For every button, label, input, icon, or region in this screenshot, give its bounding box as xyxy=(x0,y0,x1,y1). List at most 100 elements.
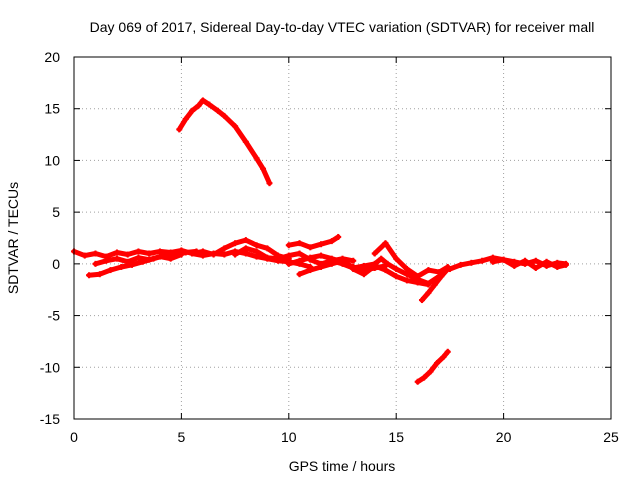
data-point xyxy=(118,263,125,270)
y-tick-label: 10 xyxy=(44,152,60,168)
data-point xyxy=(479,257,486,264)
data-point xyxy=(403,277,410,284)
data-point xyxy=(199,252,206,259)
data-point xyxy=(296,250,303,257)
data-point xyxy=(403,271,410,278)
y-tick-label: 0 xyxy=(52,256,60,272)
data-point xyxy=(296,271,303,278)
data-point xyxy=(253,253,260,260)
data-point xyxy=(318,252,325,259)
data-point xyxy=(107,267,114,274)
data-point xyxy=(103,257,110,264)
data-point xyxy=(178,247,185,254)
y-tick-label: 5 xyxy=(52,204,60,220)
data-point xyxy=(113,249,120,256)
data-point xyxy=(360,271,367,278)
data-point xyxy=(468,259,475,266)
data-point xyxy=(124,258,131,265)
data-point xyxy=(393,273,400,280)
data-point xyxy=(371,262,378,269)
data-point xyxy=(113,255,120,262)
data-point xyxy=(214,107,221,114)
data-point xyxy=(444,348,451,355)
data-point xyxy=(146,250,153,257)
data-point xyxy=(266,180,273,187)
data-point xyxy=(285,252,292,259)
data-point xyxy=(350,257,357,264)
data-point xyxy=(264,245,271,252)
data-point xyxy=(253,248,260,255)
data-point xyxy=(457,261,464,268)
data-point xyxy=(210,250,217,257)
data-point xyxy=(414,279,421,286)
data-point xyxy=(532,257,539,264)
data-point xyxy=(232,251,239,258)
data-point xyxy=(554,263,561,270)
data-point xyxy=(500,256,507,263)
data-point xyxy=(135,254,142,261)
data-point xyxy=(92,250,99,257)
data-point xyxy=(562,261,569,268)
data-point xyxy=(382,240,389,247)
data-point xyxy=(393,266,400,273)
data-point xyxy=(242,245,249,252)
data-point xyxy=(328,238,335,245)
data-point xyxy=(296,257,303,264)
x-tick-label: 5 xyxy=(178,429,186,445)
data-point xyxy=(135,248,142,255)
data-point xyxy=(532,264,539,271)
grid-lines xyxy=(74,57,611,419)
data-point xyxy=(156,248,163,255)
data-point xyxy=(189,250,196,257)
data-point xyxy=(414,378,421,385)
data-point xyxy=(221,112,228,119)
data-point xyxy=(156,253,163,260)
data-point xyxy=(421,374,428,381)
x-tick-label: 0 xyxy=(70,429,78,445)
data-point xyxy=(199,97,206,104)
data-point xyxy=(182,116,189,123)
data-point xyxy=(206,101,213,108)
data-point xyxy=(232,240,239,247)
data-series xyxy=(71,97,569,385)
data-point xyxy=(425,281,432,288)
data-point xyxy=(382,267,389,274)
data-point xyxy=(522,257,529,264)
data-point xyxy=(360,262,367,269)
x-tick-label: 15 xyxy=(388,429,404,445)
data-point xyxy=(318,263,325,270)
data-point xyxy=(307,244,314,251)
plot-frame xyxy=(73,56,612,420)
y-tick-label: -10 xyxy=(40,359,60,375)
y-tick-label: 15 xyxy=(44,101,60,117)
data-point xyxy=(440,353,447,360)
data-point xyxy=(253,155,260,162)
data-point xyxy=(378,255,385,262)
data-point xyxy=(285,260,292,267)
data-point xyxy=(232,123,239,130)
data-point xyxy=(318,241,325,248)
data-point xyxy=(350,266,357,273)
data-point xyxy=(438,273,445,280)
data-point xyxy=(328,257,335,264)
data-point xyxy=(92,260,99,267)
data-point xyxy=(242,237,249,244)
data-point xyxy=(307,254,314,261)
y-tick-label: -5 xyxy=(48,308,61,324)
data-point xyxy=(242,138,249,145)
data-point xyxy=(414,273,421,280)
axis-ticks: 0 5 10 15 20 25 -15 -10 -5 0 5 10 15 20 xyxy=(40,49,619,445)
data-point xyxy=(543,258,550,265)
data-point xyxy=(167,255,174,262)
data-point xyxy=(96,271,103,278)
data-point xyxy=(189,107,196,114)
data-point xyxy=(425,267,432,274)
data-point xyxy=(81,252,88,259)
y-axis-label: SDTVAR / TECUs xyxy=(5,182,21,294)
data-point xyxy=(384,260,391,267)
data-point xyxy=(393,255,400,262)
y-tick-label: 20 xyxy=(44,49,60,65)
data-point xyxy=(86,272,93,279)
data-point xyxy=(221,245,228,252)
